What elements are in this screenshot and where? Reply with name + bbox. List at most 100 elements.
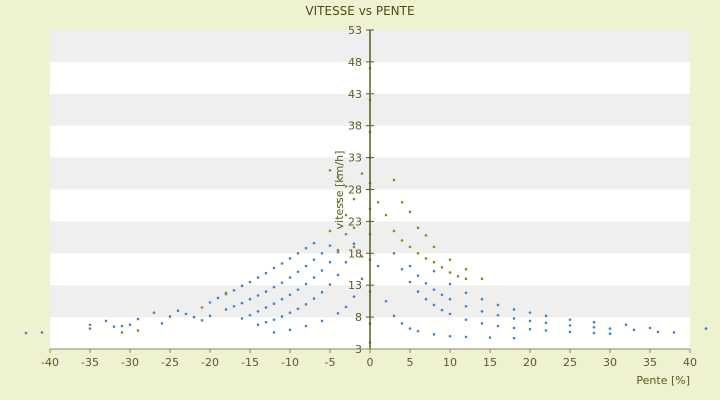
data-point: [528, 327, 532, 331]
data-point: [248, 313, 252, 317]
data-point: [400, 200, 404, 204]
data-point: [392, 178, 396, 182]
data-point: [544, 314, 548, 318]
data-point: [408, 210, 412, 214]
data-point: [296, 307, 300, 311]
data-point: [344, 185, 348, 188]
data-point: [384, 213, 388, 217]
x-tick-label: -40: [41, 356, 59, 369]
data-point: [320, 252, 324, 255]
data-point: [416, 274, 420, 277]
data-point: [656, 330, 660, 334]
data-point: [408, 245, 412, 249]
data-point: [320, 290, 324, 294]
data-point: [176, 309, 180, 313]
data-point: [376, 200, 380, 204]
data-point: [464, 318, 468, 321]
data-point: [440, 293, 444, 297]
y-tick-label: 48: [348, 56, 362, 69]
x-tick-label: 35: [643, 356, 657, 369]
y-tick-label: 53: [348, 24, 362, 37]
data-point: [288, 276, 292, 279]
data-point: [608, 332, 612, 335]
data-point: [304, 282, 308, 286]
data-point: [344, 213, 348, 217]
data-point: [328, 169, 332, 172]
data-point: [400, 239, 404, 242]
data-point: [352, 197, 356, 201]
data-point: [432, 260, 436, 264]
data-point: [224, 291, 228, 295]
data-point: [456, 274, 460, 278]
data-point: [280, 315, 284, 318]
data-point: [528, 319, 532, 323]
data-point: [280, 262, 284, 265]
x-tick-label: 10: [443, 356, 457, 369]
y-tick-label: 8: [355, 311, 362, 324]
x-tick-label: 40: [683, 356, 697, 369]
data-point: [232, 289, 236, 292]
data-point: [272, 331, 276, 334]
data-point: [360, 255, 364, 258]
data-point: [336, 273, 340, 277]
data-point: [264, 290, 268, 293]
data-point: [256, 276, 260, 279]
data-point: [344, 232, 348, 236]
data-point: [512, 336, 516, 340]
data-point: [256, 323, 260, 327]
data-point: [120, 331, 124, 334]
data-point: [424, 297, 428, 301]
data-point: [416, 252, 420, 255]
data-point: [304, 324, 308, 328]
data-point: [304, 303, 308, 306]
data-point: [240, 317, 244, 320]
data-point: [336, 311, 340, 315]
data-point: [416, 329, 420, 333]
y-tick-label: 13: [348, 279, 362, 292]
data-point: [192, 315, 196, 319]
y-tick-label: 23: [348, 215, 362, 228]
data-point: [432, 303, 436, 307]
data-point: [344, 260, 348, 264]
data-point: [568, 330, 572, 334]
data-point: [392, 314, 396, 318]
data-point: [208, 314, 212, 318]
data-point: [272, 266, 276, 270]
data-point: [296, 252, 300, 255]
data-point: [320, 319, 324, 323]
x-tick-label: 20: [523, 356, 537, 369]
data-point: [408, 280, 412, 284]
data-point: [336, 250, 340, 254]
data-point: [464, 335, 468, 339]
data-point: [416, 226, 420, 230]
data-point: [352, 295, 356, 298]
data-point: [288, 328, 292, 332]
data-point: [480, 322, 484, 325]
data-points: [24, 66, 708, 344]
x-tick-label: 25: [563, 356, 577, 369]
data-point: [464, 277, 468, 281]
data-point: [432, 333, 436, 336]
y-tick-label: 43: [348, 88, 362, 101]
data-point: [384, 299, 388, 303]
data-point: [624, 323, 628, 327]
data-point: [344, 305, 348, 309]
data-point: [480, 297, 484, 301]
data-point: [568, 318, 572, 321]
data-point: [392, 229, 396, 233]
data-point: [632, 328, 636, 332]
data-point: [288, 311, 292, 314]
data-point: [256, 294, 260, 297]
data-point: [496, 324, 500, 328]
x-tick-label: -10: [281, 356, 299, 369]
data-point: [352, 242, 356, 246]
data-point: [24, 331, 28, 335]
data-point: [528, 311, 532, 314]
data-point: [336, 248, 340, 252]
data-point: [328, 260, 332, 264]
data-point: [296, 288, 300, 291]
data-point: [448, 282, 452, 286]
data-point: [328, 244, 332, 247]
data-point: [336, 200, 340, 204]
